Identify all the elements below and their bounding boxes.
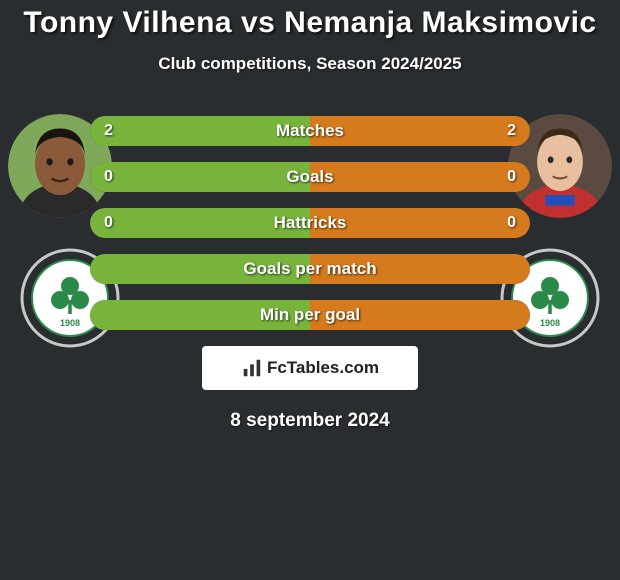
stat-label: Goals	[90, 162, 530, 192]
stat-value-right: 2	[507, 116, 516, 146]
stat-value-right: 0	[507, 208, 516, 238]
date: 8 september 2024	[0, 410, 620, 432]
title-text: Tonny Vilhena vs Nemanja Maksimovic	[23, 6, 596, 39]
stat-value-left: 0	[104, 162, 113, 192]
stat-label: Hattricks	[90, 208, 530, 238]
watermark: FcTables.com	[202, 346, 418, 390]
subtitle: Club competitions, Season 2024/2025	[0, 54, 620, 74]
stat-row: Goals0 0	[90, 162, 530, 192]
page-title: Tonny Vilhena vs Nemanja Maksimovic	[0, 0, 620, 40]
svg-text:1908: 1908	[540, 318, 560, 328]
stat-rows: Matches22Goals00Hattricks00Goals per mat…	[90, 114, 530, 330]
comparison-content: 1908 1908 Matches22Goals00Hattricks00Goa…	[0, 114, 620, 432]
stat-row: Min per goal	[90, 300, 530, 330]
chart-icon	[241, 357, 263, 379]
watermark-text: FcTables.com	[267, 358, 379, 378]
svg-text:1908: 1908	[60, 318, 80, 328]
stat-label: Min per goal	[90, 300, 530, 330]
date-text: 8 september 2024	[230, 410, 390, 431]
stat-row: Hattricks0 0	[90, 208, 530, 238]
stat-label: Matches	[90, 116, 530, 146]
stat-label: Goals per match	[90, 254, 530, 284]
subtitle-text: Club competitions, Season 2024/2025	[158, 54, 461, 73]
stat-value-right: 0	[507, 162, 516, 192]
stat-row: Goals per match	[90, 254, 530, 284]
stat-row: Matches2 2	[90, 116, 530, 146]
stat-value-left: 2	[104, 116, 113, 146]
stat-value-left: 0	[104, 208, 113, 238]
